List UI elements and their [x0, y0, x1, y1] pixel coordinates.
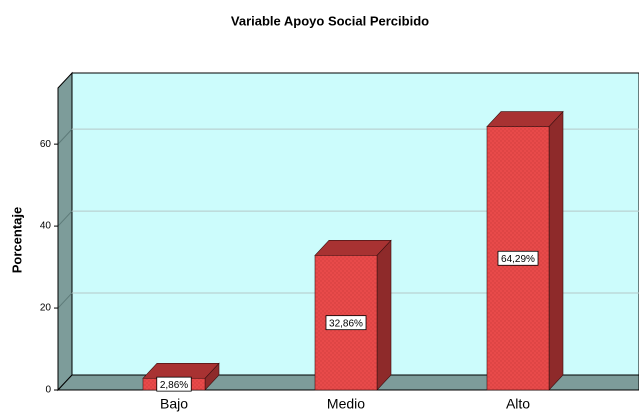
value-label: 2,86% — [160, 380, 188, 391]
value-label-box — [325, 315, 367, 331]
y-tick-label: 0 — [45, 385, 51, 396]
grid-line-side — [57, 128, 73, 145]
x-tick-label: Medio — [327, 396, 365, 412]
y-tick-label: 40 — [40, 221, 52, 232]
chart-title: Variable Apoyo Social Percibido — [231, 13, 429, 28]
bar-side — [548, 110, 564, 391]
x-tick-label: Bajo — [160, 396, 188, 412]
value-label: 64,29% — [501, 254, 535, 265]
grid-line-side — [57, 292, 73, 309]
value-label-box — [497, 250, 539, 266]
value-label-box — [156, 376, 192, 392]
left-wall — [57, 71, 73, 392]
y-axis-label: Porcentaje — [9, 207, 24, 273]
bar-side — [376, 239, 392, 391]
y-tick-label: 20 — [40, 303, 52, 314]
grid-line-side — [57, 210, 73, 227]
x-tick-label: Alto — [506, 396, 530, 412]
y-tick-label: 60 — [40, 139, 52, 150]
value-label: 32,86% — [329, 318, 363, 329]
